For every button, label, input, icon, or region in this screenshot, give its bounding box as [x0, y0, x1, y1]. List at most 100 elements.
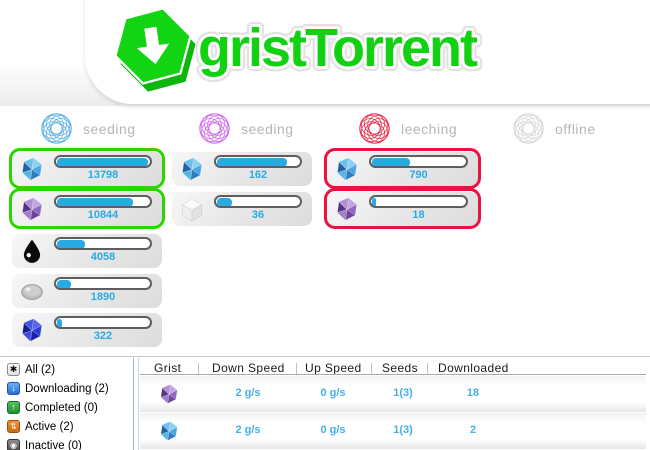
progress-value: 322: [93, 330, 113, 342]
record-dot-icon: ◉: [7, 439, 20, 450]
progress-value: 36: [251, 209, 265, 221]
black-drop-icon: [19, 238, 45, 264]
progress-zone: 36: [214, 195, 302, 222]
up-down-arrows-icon: ⇅: [7, 420, 20, 433]
purple-gem-icon: [334, 196, 360, 222]
torrent-card[interactable]: 790: [324, 148, 481, 189]
filter-label: Inactive (0): [25, 439, 82, 450]
column-header-grist[interactable]: Grist: [154, 361, 182, 375]
filter-label: Completed (0): [25, 401, 98, 414]
torrent-row[interactable]: 2 g/s 0 g/s 1(3) 18: [140, 376, 646, 412]
progress-bar: [54, 316, 152, 329]
progress-bar: [214, 155, 302, 168]
asterisk-icon: ✱: [7, 363, 20, 376]
status-label: seeding: [241, 120, 294, 137]
seeds-value: 1(3): [393, 424, 413, 436]
progress-bar: [54, 277, 152, 290]
up-speed-value: 0 g/s: [320, 387, 346, 399]
blue-orb-icon: [40, 112, 73, 145]
header-separator: [427, 363, 428, 374]
filter-label: Active (2): [25, 420, 74, 433]
white-cube-icon: [179, 196, 205, 222]
blue-gem-icon: [158, 420, 180, 442]
progress-zone: 162: [214, 155, 302, 182]
filter-completed[interactable]: ↑ Completed (0): [7, 400, 98, 415]
torrent-card[interactable]: 1890: [9, 270, 165, 311]
navy-gem-icon: [19, 317, 45, 343]
up-speed-value: 0 g/s: [320, 424, 346, 436]
torrent-card[interactable]: 36: [169, 188, 315, 229]
torrent-card[interactable]: 18: [324, 188, 481, 229]
status-column-seeding-purple: seeding: [198, 112, 294, 145]
column-header-downloaded[interactable]: Downloaded: [438, 361, 509, 375]
blue-gem-icon: [19, 156, 45, 182]
purple-gem-icon: [19, 196, 45, 222]
filter-all[interactable]: ✱ All (2): [7, 362, 55, 377]
torrent-row[interactable]: 2 g/s 0 g/s 1(3) 2: [140, 413, 646, 449]
progress-value: 10844: [87, 209, 119, 221]
column-header-seeds[interactable]: Seeds: [382, 361, 419, 375]
progress-zone: 13798: [54, 155, 152, 182]
progress-bar: [214, 195, 302, 208]
torrent-card[interactable]: 162: [169, 148, 315, 189]
progress-bar: [369, 195, 468, 208]
filter-downloading[interactable]: ↓ Downloading (2): [7, 381, 109, 396]
progress-bar: [54, 195, 152, 208]
progress-bar: [54, 237, 152, 250]
progress-value: 4058: [90, 251, 116, 263]
torrent-card[interactable]: 4058: [9, 230, 165, 271]
column-header-up-speed[interactable]: Up Speed: [305, 361, 362, 375]
blue-gem-icon: [179, 156, 205, 182]
downloaded-value: 2: [469, 424, 477, 436]
torrent-table: Grist Down Speed Up Speed Seeds Download…: [140, 357, 650, 450]
progress-zone: 10844: [54, 195, 152, 222]
torrent-card[interactable]: 10844: [9, 188, 165, 229]
logo-wordmark: gristTorrent gristTorrent: [196, 13, 485, 83]
progress-value: 162: [248, 169, 268, 181]
filter-inactive[interactable]: ◉ Inactive (0): [7, 438, 82, 450]
header-separator: [371, 363, 372, 374]
upload-arrow-icon: ↑: [7, 401, 20, 414]
filter-active[interactable]: ⇅ Active (2): [7, 419, 74, 434]
sidebar-splitter[interactable]: [133, 358, 139, 450]
progress-zone: 322: [54, 316, 152, 343]
progress-value: 18: [412, 209, 425, 221]
progress-value: 790: [409, 169, 428, 181]
column-header-down-speed[interactable]: Down Speed: [212, 361, 285, 375]
blue-gem-icon: [334, 156, 360, 182]
red-orb-icon: [358, 112, 391, 145]
svg-text:gristTorrent: gristTorrent: [198, 18, 478, 78]
status-label: offline: [555, 120, 596, 137]
down-speed-value: 2 g/s: [235, 387, 261, 399]
download-arrow-icon: ↓: [7, 382, 20, 395]
status-column-seeding-blue: seeding: [40, 112, 136, 145]
progress-value: 13798: [87, 169, 119, 181]
filter-label: Downloading (2): [25, 382, 109, 395]
progress-value: 1890: [90, 291, 116, 303]
progress-zone: 4058: [54, 237, 152, 264]
progress-zone: 1890: [54, 277, 152, 304]
status-column-offline: offline: [512, 112, 596, 145]
torrent-card[interactable]: 322: [9, 309, 165, 350]
status-label: seeding: [83, 120, 136, 137]
purple-gem-icon: [158, 383, 180, 405]
torrent-card[interactable]: 13798: [9, 148, 165, 189]
seeds-value: 1(3): [393, 387, 413, 399]
header-separator: [296, 363, 297, 374]
progress-zone: 18: [369, 195, 468, 222]
gray-stone-icon: [19, 278, 45, 304]
filter-label: All (2): [25, 363, 56, 376]
filter-sidebar: ✱ All (2) ↓ Downloading (2) ↑ Completed …: [0, 358, 131, 450]
status-label: leeching: [401, 120, 458, 137]
gray-orb-icon: [512, 112, 545, 145]
progress-zone: 790: [369, 155, 468, 182]
progress-bar: [54, 155, 152, 168]
downloaded-value: 18: [466, 387, 480, 399]
svg-text:gristTorrent: gristTorrent: [198, 18, 478, 78]
progress-bar: [369, 155, 468, 168]
logo-hexagon-download-icon: [114, 7, 196, 92]
header-underline: [140, 374, 646, 375]
status-column-leeching: leeching: [358, 112, 457, 145]
header-separator: [198, 363, 199, 374]
